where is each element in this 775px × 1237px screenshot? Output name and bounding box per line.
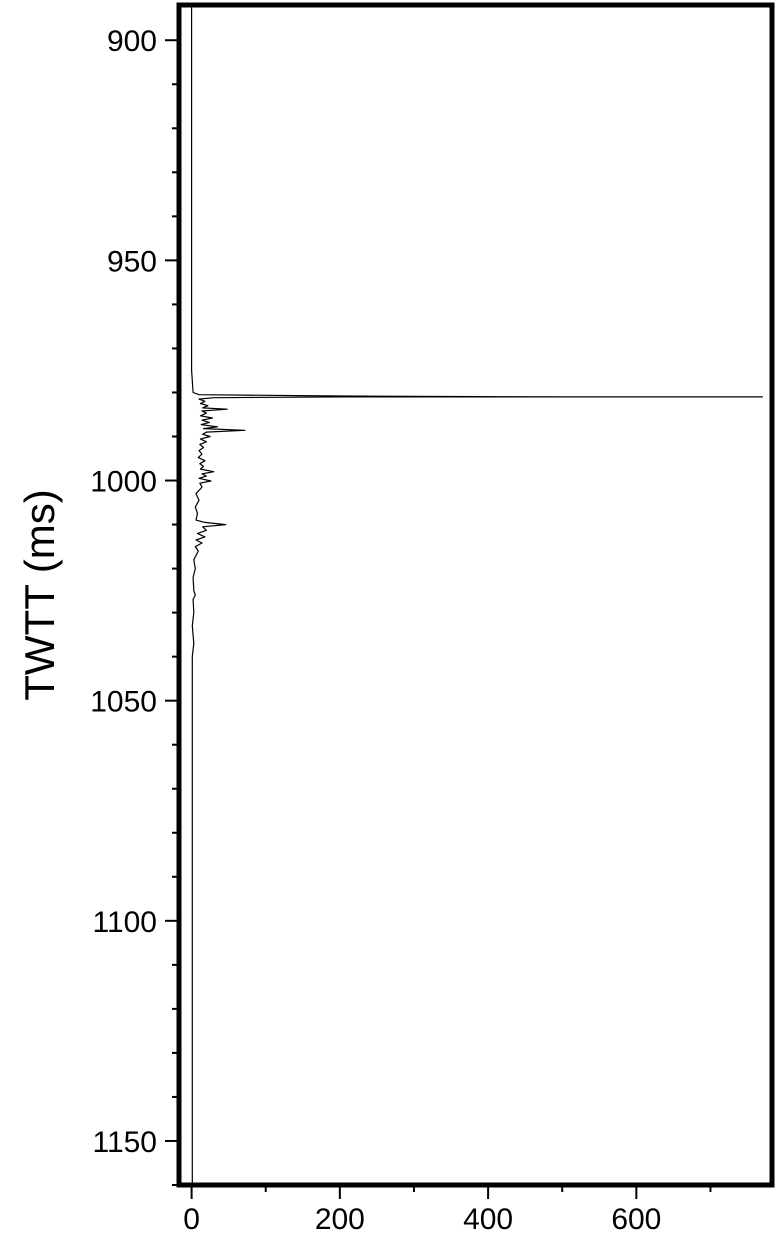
y-tick-label: 1100 <box>92 906 157 939</box>
x-tick-label: 400 <box>463 1203 513 1236</box>
trace-line <box>191 5 763 1185</box>
y-axis-title: TWTT (ms) <box>16 489 63 700</box>
y-tick-label: 950 <box>107 245 157 278</box>
y-axis: 900 950 1000 1050 1100 1150 <box>90 25 179 1186</box>
y-tick-label: 900 <box>107 25 157 58</box>
x-tick-label: 200 <box>315 1203 365 1236</box>
x-axis: 0 200 400 600 <box>183 1185 712 1236</box>
y-tick-label: 1050 <box>90 686 157 719</box>
plot-frame <box>176 2 775 1188</box>
y-tick-label: 1150 <box>92 1126 157 1159</box>
y-tick-label: 1000 <box>90 466 157 499</box>
x-tick-label: 0 <box>183 1203 200 1236</box>
x-tick-label: 600 <box>611 1203 661 1236</box>
